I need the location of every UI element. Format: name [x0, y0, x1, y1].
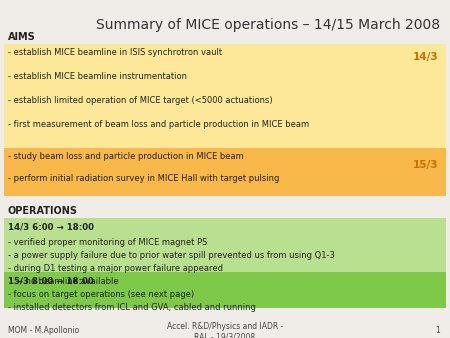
- Text: OPERATIONS: OPERATIONS: [8, 206, 78, 216]
- Text: 14/3: 14/3: [412, 52, 438, 62]
- Text: - verified proper monitoring of MICE magnet PS: - verified proper monitoring of MICE mag…: [8, 238, 207, 247]
- Text: - study beam loss and particle production in MICE beam: - study beam loss and particle productio…: [8, 152, 244, 161]
- Text: MOM - M.Apollonio: MOM - M.Apollonio: [8, 326, 79, 335]
- Text: - establish limited operation of MICE target (<5000 actuations): - establish limited operation of MICE ta…: [8, 96, 273, 105]
- Text: 15/3 8:00 → 18:00: 15/3 8:00 → 18:00: [8, 276, 94, 285]
- Text: - during D1 testing a major power failure appeared: - during D1 testing a major power failur…: [8, 264, 223, 273]
- Text: Summary of MICE operations – 14/15 March 2008: Summary of MICE operations – 14/15 March…: [96, 18, 440, 32]
- Text: - perform initial radiation survey in MICE Hall with target pulsing: - perform initial radiation survey in MI…: [8, 174, 279, 183]
- Text: - establish MICE beamline in ISIS synchrotron vault: - establish MICE beamline in ISIS synchr…: [8, 48, 222, 57]
- Text: 15/3: 15/3: [413, 160, 438, 170]
- Text: - a power supply failure due to prior water spill prevented us from using Q1-3: - a power supply failure due to prior wa…: [8, 251, 335, 260]
- Text: - focus on target operations (see next page): - focus on target operations (see next p…: [8, 290, 194, 299]
- Bar: [4, 44, 446, 148]
- Text: - installed detectors from ICL and GVA, cabled and running: - installed detectors from ICL and GVA, …: [8, 303, 256, 312]
- Text: - establish MICE beamline instrumentation: - establish MICE beamline instrumentatio…: [8, 72, 187, 81]
- Text: - first measurement of beam loss and particle production in MICE beam: - first measurement of beam loss and par…: [8, 120, 309, 129]
- Bar: [4, 218, 446, 272]
- Bar: [4, 272, 446, 308]
- Text: AIMS: AIMS: [8, 32, 36, 42]
- Bar: [4, 148, 446, 196]
- Text: → no beamline available: → no beamline available: [8, 277, 119, 286]
- Text: 14/3 6:00 → 18:00: 14/3 6:00 → 18:00: [8, 222, 94, 231]
- Text: 1: 1: [435, 326, 440, 335]
- Text: Accel. R&D/Physics and IADR -
RAL - 19/3/2008: Accel. R&D/Physics and IADR - RAL - 19/3…: [167, 322, 283, 338]
